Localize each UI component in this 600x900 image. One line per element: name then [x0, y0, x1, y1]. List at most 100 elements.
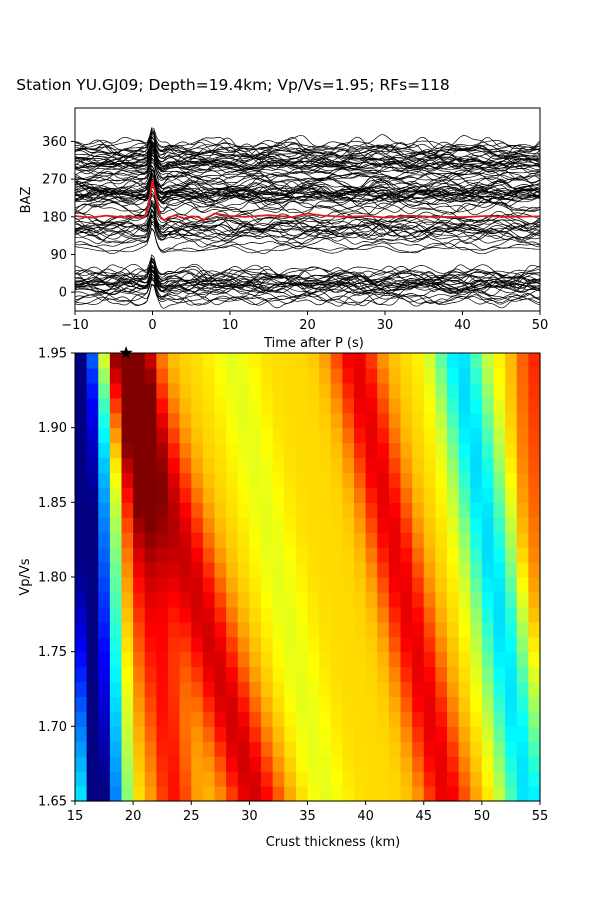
heatmap-cell [493, 382, 506, 399]
heatmap-cell [237, 756, 250, 772]
heatmap-cell [319, 397, 332, 414]
heatmap-cell [412, 726, 425, 742]
heatmap-cell [237, 666, 250, 683]
heatmap-cell [447, 532, 460, 548]
heatmap-cell [458, 457, 471, 474]
heatmap-cell [86, 786, 99, 802]
heatmap-cell [75, 786, 88, 802]
heatmap-cell [261, 427, 274, 444]
heatmap-cell [435, 591, 448, 608]
heatmap-cell [528, 681, 541, 698]
heatmap-cell [342, 547, 355, 563]
heatmap-cell [447, 606, 460, 623]
heatmap-cell [121, 741, 134, 757]
heatmap-cell [423, 621, 436, 638]
heatmap-cell [470, 562, 483, 578]
heatmap-cell [179, 696, 192, 712]
heatmap-cell [179, 472, 192, 488]
heatmap-cell [226, 532, 239, 548]
heatmap-cell [295, 532, 309, 548]
heatmap-cell [272, 711, 285, 727]
heatmap-cell [179, 562, 192, 578]
heatmap-cell [516, 756, 529, 772]
heatmap-cell [493, 532, 506, 548]
heatmap-cell [121, 487, 134, 503]
heatmap-cell [249, 457, 262, 474]
heatmap-cell [214, 353, 227, 369]
heatmap-cell [237, 577, 250, 593]
heatmap-cell [412, 547, 425, 563]
heatmap-cell [377, 636, 390, 653]
heatmap-cell [121, 711, 134, 727]
heatmap-cell [319, 591, 332, 608]
heatmap-cell [144, 502, 157, 518]
heatmap-cell [493, 711, 506, 727]
heatmap-cell [528, 442, 541, 459]
heatmap-cell [249, 711, 262, 727]
heatmap-cell [330, 666, 343, 683]
heatmap-cell [319, 487, 332, 503]
heatmap-cell [249, 606, 262, 623]
heatmap-cell [226, 621, 239, 638]
heatmap-cell [272, 636, 285, 653]
heatmap-cell [86, 412, 99, 429]
heatmap-cell [505, 562, 518, 578]
heatmap-cell [121, 591, 134, 608]
heatmap-cell [121, 621, 134, 638]
heatmap-cell [458, 577, 471, 593]
heatmap-cell [516, 382, 529, 399]
heatmap-cell [447, 382, 460, 399]
heatmap-cell [133, 427, 146, 444]
heatmap-cell [202, 681, 216, 698]
heatmap-cell [481, 711, 495, 727]
heatmap-cell [307, 651, 320, 668]
heatmap-cell [528, 472, 541, 488]
heatmap-cell [470, 786, 483, 802]
heatmap-cell [481, 606, 495, 623]
heatmap-cell [354, 487, 367, 503]
heatmap-cell [284, 666, 297, 683]
heatmap-cell [412, 756, 425, 772]
heatmap-cell [202, 487, 216, 503]
heatmap-cell [191, 382, 204, 399]
heatmap-cell [272, 726, 285, 742]
heatmap-cell [284, 577, 297, 593]
heatmap-cell [179, 771, 192, 787]
heatmap-cell [330, 636, 343, 653]
heatmap-cell [237, 547, 250, 563]
heatmap-cell [377, 397, 390, 414]
heatmap-cell [412, 696, 425, 712]
heatmap-cell [400, 696, 413, 712]
y-tick-label: 90 [50, 248, 67, 263]
heatmap-cell [75, 412, 88, 429]
heatmap-cell [330, 681, 343, 698]
heatmap-cell [493, 562, 506, 578]
heatmap-cell [284, 427, 297, 444]
heatmap-cell [365, 651, 378, 668]
heatmap-cell [226, 681, 239, 698]
heatmap-cell [191, 502, 204, 518]
top-x-axis-label: Time after P (s) [263, 336, 364, 351]
heatmap-cell [109, 577, 123, 593]
heatmap-cell [295, 756, 309, 772]
heatmap-cell [98, 726, 111, 742]
heatmap-cell [295, 577, 309, 593]
heatmap-cell [272, 771, 285, 787]
heatmap-cell [342, 696, 355, 712]
heatmap-cell [319, 577, 332, 593]
heatmap-cell [121, 606, 134, 623]
heatmap-cell [284, 457, 297, 474]
heatmap-cell [261, 472, 274, 488]
heatmap-cell [493, 771, 506, 787]
heatmap-cell [133, 606, 146, 623]
heatmap-cell [400, 457, 413, 474]
heatmap-cell [272, 547, 285, 563]
heatmap-cell [505, 472, 518, 488]
heatmap-cell [307, 786, 320, 802]
heatmap-cell [400, 353, 413, 369]
heatmap-cell [354, 577, 367, 593]
heatmap-cell [528, 397, 541, 414]
heatmap-cell [516, 621, 529, 638]
heatmap-cell [528, 606, 541, 623]
heatmap-cell [528, 427, 541, 444]
